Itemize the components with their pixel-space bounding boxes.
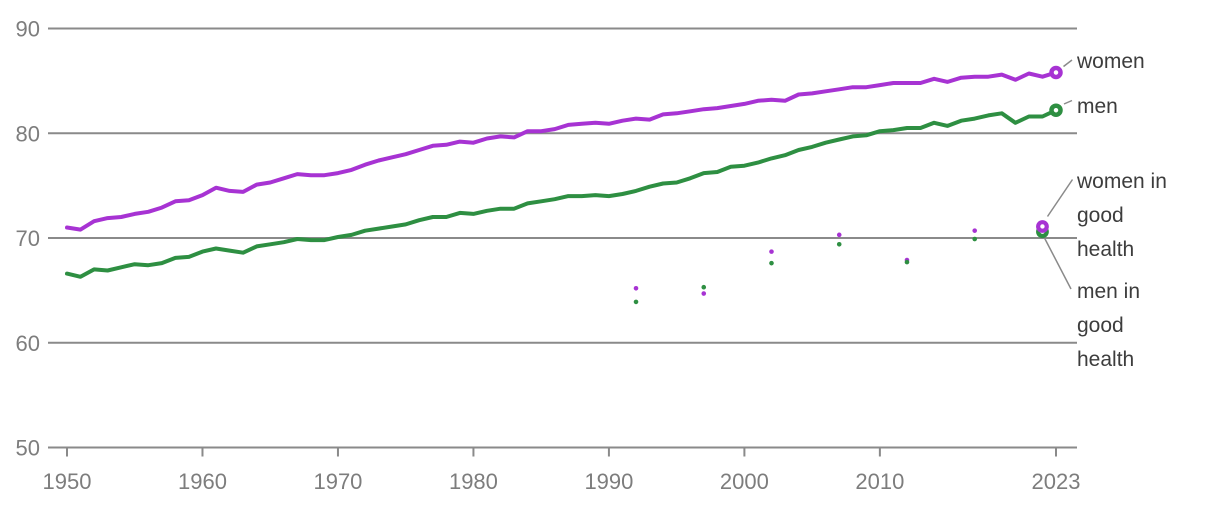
y-tick-label-50: 50 <box>16 436 40 461</box>
women-line-end-marker <box>1049 65 1063 80</box>
label-men-line: men <box>1077 95 1118 118</box>
men-in-good-health-dot-2002 <box>769 260 774 266</box>
men-in-good-health-dot-2017 <box>972 236 978 242</box>
x-tick-label-1990: 1990 <box>584 469 633 494</box>
women-in-good-health-dot-2002 <box>769 249 774 254</box>
leader-women <box>1063 59 1073 68</box>
women-in-good-health-dot-1997 <box>701 291 707 296</box>
women-in-good-health-dot-2017 <box>972 228 978 233</box>
x-tick-label-2010: 2010 <box>855 469 904 494</box>
women-in-good-health-marker-2022 <box>1036 220 1049 233</box>
y-tick-label-60: 60 <box>16 331 40 356</box>
label-women-in-good-health-line3: health <box>1077 238 1135 261</box>
men-line <box>65 108 1058 279</box>
x-tick-label-1960: 1960 <box>178 469 227 494</box>
x-tick-label-1980: 1980 <box>449 469 498 494</box>
y-tick-label-90: 90 <box>16 17 40 42</box>
leader-men-in-good-health <box>1043 237 1072 290</box>
x-tick-label-2000: 2000 <box>720 469 769 494</box>
y-tick-label-70: 70 <box>16 226 40 251</box>
men-line-end-marker <box>1049 103 1063 117</box>
label-men-in-good-health-line2: good <box>1077 314 1124 337</box>
women-line <box>65 70 1058 232</box>
label-men-in-good-health-line3: health <box>1077 348 1135 371</box>
men-in-good-health-dot-1992 <box>633 299 639 305</box>
label-women-in-good-health-line2: good <box>1077 204 1124 227</box>
y-tick-label-80: 80 <box>16 121 40 146</box>
label-women-line: women <box>1077 50 1145 73</box>
women-in-good-health-dot-1992 <box>633 285 639 291</box>
label-men-in-good-health-line1: men in <box>1077 280 1141 303</box>
men-in-good-health-dot-2012 <box>904 259 910 265</box>
label-women-in-good-health: women in good health <box>1077 165 1167 267</box>
men-in-good-health-dot-2007 <box>836 241 842 247</box>
women-in-good-health-dot-2007 <box>836 232 842 238</box>
x-tick-label-1950: 1950 <box>43 469 92 494</box>
leader-men <box>1063 99 1073 105</box>
men-in-good-health-dot-1997 <box>701 284 707 290</box>
label-men-in-good-health: men in good health <box>1077 275 1140 377</box>
leader-women-in-good-health <box>1046 179 1074 217</box>
label-women-in-good-health-line1: women in <box>1077 170 1167 193</box>
x-tick-label-2023: 2023 <box>1032 469 1081 494</box>
x-tick-label-1970: 1970 <box>313 469 362 494</box>
